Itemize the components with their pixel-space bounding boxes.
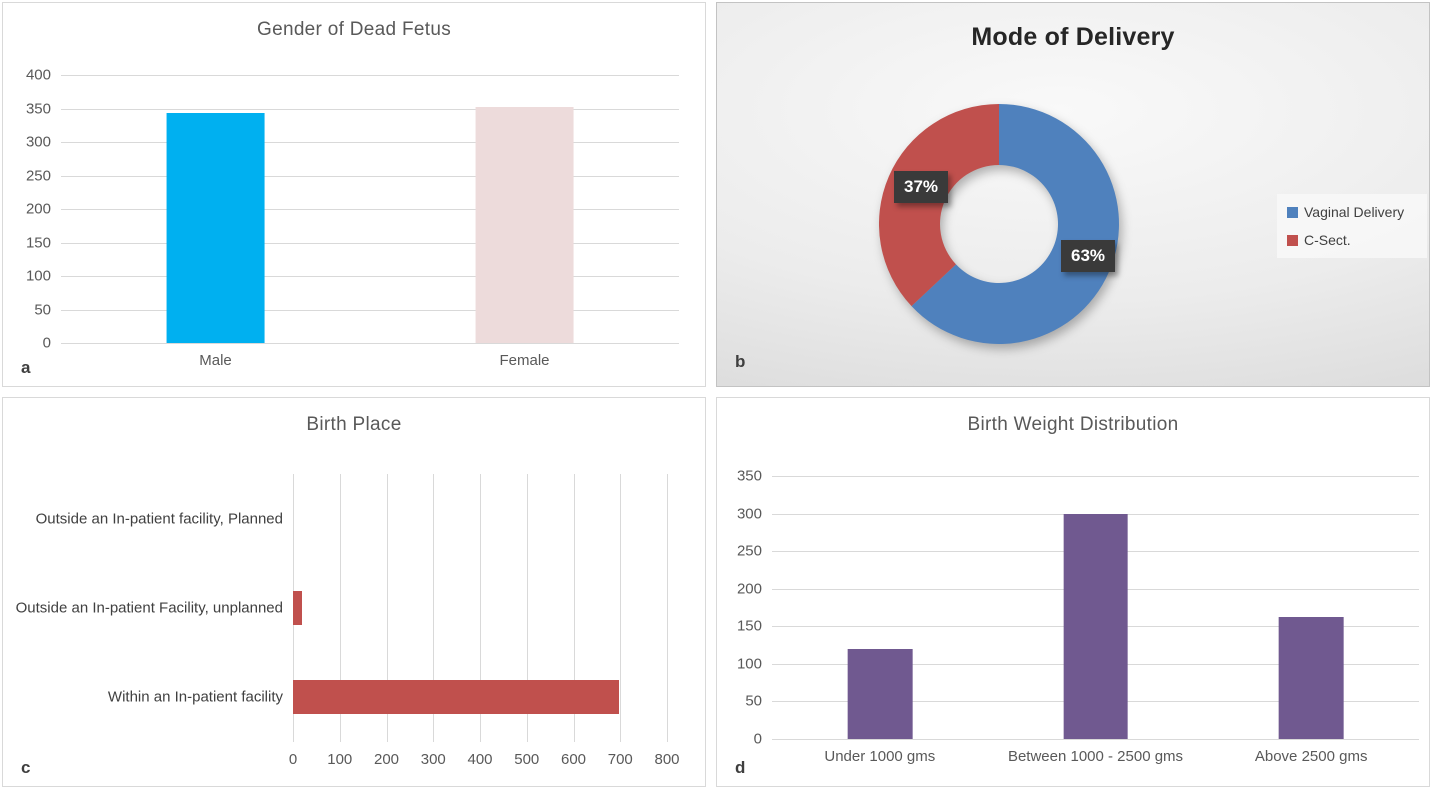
y-axis-tick: 0 bbox=[42, 334, 51, 352]
x-axis-tick: 800 bbox=[654, 751, 680, 768]
x-axis-tick: 100 bbox=[327, 751, 353, 768]
x-axis-tick: 200 bbox=[373, 751, 400, 768]
bar bbox=[1278, 617, 1344, 739]
y-axis-tick: 250 bbox=[736, 542, 762, 560]
y-axis-category-label: Outside an In-patient Facility, unplanne… bbox=[15, 599, 283, 617]
bar bbox=[847, 648, 913, 739]
y-axis-tick: 50 bbox=[34, 301, 51, 318]
y-axis-category-label: Outside an In-patient facility, Planned bbox=[35, 510, 283, 528]
gridline bbox=[61, 75, 679, 76]
gridline bbox=[620, 474, 622, 742]
x-axis-category-label: Under 1000 gms bbox=[824, 748, 936, 765]
y-axis-tick: 350 bbox=[25, 100, 51, 117]
birth-place-hbar-chart: 0 100 200 300 400 500 600 700 800 Outside an In-p… bbox=[16, 474, 680, 768]
y-axis-tick: 100 bbox=[25, 267, 51, 285]
gridline bbox=[433, 474, 435, 742]
gridline bbox=[61, 209, 679, 210]
y-axis-tick: 150 bbox=[25, 234, 51, 251]
gridline bbox=[61, 343, 679, 344]
legend-swatch-csect-icon bbox=[1287, 234, 1298, 246]
y-axis-tick: 0 bbox=[753, 730, 762, 748]
gridline bbox=[61, 142, 679, 143]
donut-data-label-csect: 37% bbox=[894, 171, 949, 203]
x-axis-category-label: Female bbox=[499, 352, 550, 369]
chart-title-gender: Gender of Dead Fetus bbox=[257, 19, 451, 40]
x-axis-tick: 600 bbox=[560, 751, 587, 768]
x-axis-tick: 0 bbox=[288, 751, 298, 768]
y-axis-tick: 100 bbox=[736, 655, 762, 673]
chart-title-birth-place: Birth Place bbox=[306, 414, 402, 435]
panel-gender-of-dead-fetus: Gender of Dead Fetus 0 50 100 150 200 250 300 3… bbox=[2, 2, 706, 387]
gridline bbox=[573, 474, 575, 742]
x-axis-tick: 700 bbox=[607, 751, 633, 768]
bar bbox=[293, 680, 619, 715]
gridline bbox=[667, 474, 668, 742]
bar bbox=[475, 107, 574, 343]
gridline bbox=[480, 474, 481, 742]
x-axis-category-label: Above 2500 gms bbox=[1254, 748, 1368, 765]
panel-mode-of-delivery: Mode of Delivery 37% 63% Vaginal Deliver… bbox=[716, 2, 1430, 387]
bar bbox=[293, 591, 303, 625]
x-axis-tick: 500 bbox=[514, 751, 540, 768]
gridline bbox=[772, 513, 1419, 515]
gridline bbox=[61, 108, 679, 110]
y-axis-tick: 300 bbox=[736, 505, 762, 523]
chart-title-birth-weight: Birth Weight Distribution bbox=[967, 414, 1179, 435]
y-axis-tick: 400 bbox=[25, 66, 51, 84]
panel-birth-place: Birth Place 0 100 200 300 400 500 600 700 800 Out… bbox=[2, 397, 706, 787]
delivery-legend: Vaginal Delivery C-Sect. bbox=[1277, 194, 1427, 258]
legend-item-csect: C-Sect. bbox=[1287, 232, 1417, 248]
panel-birth-weight: Birth Weight Distribution 0 50 100 150 200 25… bbox=[716, 397, 1430, 787]
gridline bbox=[772, 739, 1419, 740]
bar bbox=[1063, 514, 1128, 739]
figure-label-b: b bbox=[735, 352, 746, 371]
chart-title-delivery: Mode of Delivery bbox=[971, 23, 1175, 51]
gridline bbox=[339, 474, 341, 742]
legend-label-vaginal: Vaginal Delivery bbox=[1304, 204, 1405, 220]
gridline bbox=[772, 476, 1419, 477]
y-axis-tick: 250 bbox=[25, 167, 51, 184]
gridline bbox=[61, 175, 679, 177]
legend-swatch-vaginal-icon bbox=[1287, 206, 1298, 218]
legend-label-csect: C-Sect. bbox=[1304, 232, 1351, 248]
bar bbox=[166, 113, 265, 343]
gridline bbox=[61, 276, 679, 277]
donut-slice bbox=[911, 104, 1119, 344]
y-axis-category-label: Within an In-patient facility bbox=[107, 688, 283, 706]
figure-label-d: d bbox=[735, 758, 746, 777]
donut-slice bbox=[878, 104, 999, 307]
y-axis-tick: 200 bbox=[736, 580, 762, 598]
gender-bar-chart: 0 50 100 150 200 250 300 350 400 Male Female bbox=[26, 67, 679, 369]
y-axis-tick: 50 bbox=[745, 692, 762, 710]
x-axis-tick: 400 bbox=[467, 751, 493, 768]
y-axis-tick: 200 bbox=[25, 200, 51, 218]
figure-label-a: a bbox=[21, 358, 31, 377]
donut-data-label-vaginal: 63% bbox=[1061, 240, 1116, 272]
figure-label-c: c bbox=[21, 758, 31, 777]
birth-weight-bar-chart: 0 50 100 150 200 250 300 350 Under 1000 gms Betwe… bbox=[737, 468, 1419, 765]
gridline bbox=[61, 242, 679, 244]
x-axis-category-label: Male bbox=[199, 352, 232, 369]
y-axis-tick: 300 bbox=[25, 133, 51, 151]
x-axis-tick: 300 bbox=[420, 751, 446, 768]
gridline bbox=[61, 309, 679, 311]
legend-item-vaginal: Vaginal Delivery bbox=[1287, 204, 1417, 220]
y-axis-tick: 150 bbox=[736, 617, 762, 635]
gridline bbox=[386, 474, 388, 742]
y-axis-tick: 350 bbox=[736, 467, 762, 485]
x-axis-category-label: Between 1000 - 2500 gms bbox=[1007, 748, 1184, 765]
delivery-donut-chart bbox=[878, 104, 1119, 344]
gridline bbox=[526, 474, 528, 742]
